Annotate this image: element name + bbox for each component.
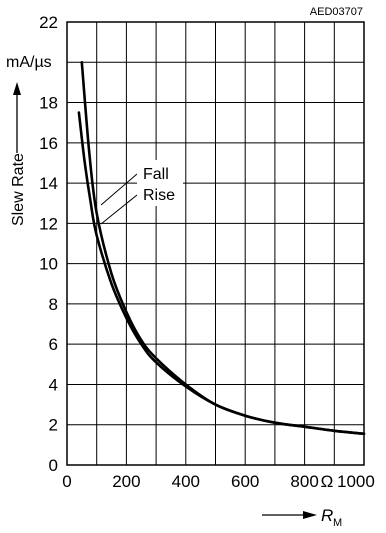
rise-leader-line [100, 194, 138, 225]
y-tick-label: 6 [49, 335, 58, 354]
x-tick-label: 600 [231, 472, 259, 491]
y-axis-title: Slew Rate [10, 153, 27, 226]
y-tick-label: 4 [49, 375, 58, 394]
x-axis-arrow-head [303, 511, 317, 519]
fall-leader-line [100, 173, 138, 206]
tick-labels: 0 2 4 6 8 10 12 14 16 18 22 0 200 400 600 800 1000 [39, 13, 375, 491]
grid [67, 22, 364, 465]
x-unit-label: Ω [321, 472, 334, 491]
y-tick-label: 0 [49, 456, 58, 475]
y-tick-label: 18 [39, 94, 58, 113]
x-tick-label: 0 [62, 472, 71, 491]
y-tick-label: 12 [39, 214, 58, 233]
y-tick-label: 22 [39, 13, 58, 32]
x-tick-label: 800 [290, 472, 318, 491]
legend-box [137, 160, 183, 206]
legend-rise: Rise [143, 187, 175, 204]
y-tick-label: 10 [39, 255, 58, 274]
y-tick-label: 14 [39, 174, 58, 193]
y-tick-label: 8 [49, 295, 58, 314]
legend-fall: Fall [143, 166, 169, 183]
y-axis-arrow-head [13, 82, 21, 95]
y-tick-label: 16 [39, 134, 58, 153]
x-axis-subscript: M [333, 517, 342, 529]
x-tick-label: 400 [172, 472, 200, 491]
y-tick-label: 2 [49, 416, 58, 435]
x-tick-label: 200 [112, 472, 140, 491]
x-tick-label: 1000 [337, 472, 375, 491]
series-fall-line [80, 61, 366, 436]
figure-code: AED03707 [310, 6, 363, 18]
y-unit-label: mA/µs [6, 54, 52, 71]
x-axis-variable: R [321, 506, 333, 525]
curves [77, 61, 366, 436]
series-rise-line [77, 111, 366, 436]
plot-frame [66, 21, 365, 466]
